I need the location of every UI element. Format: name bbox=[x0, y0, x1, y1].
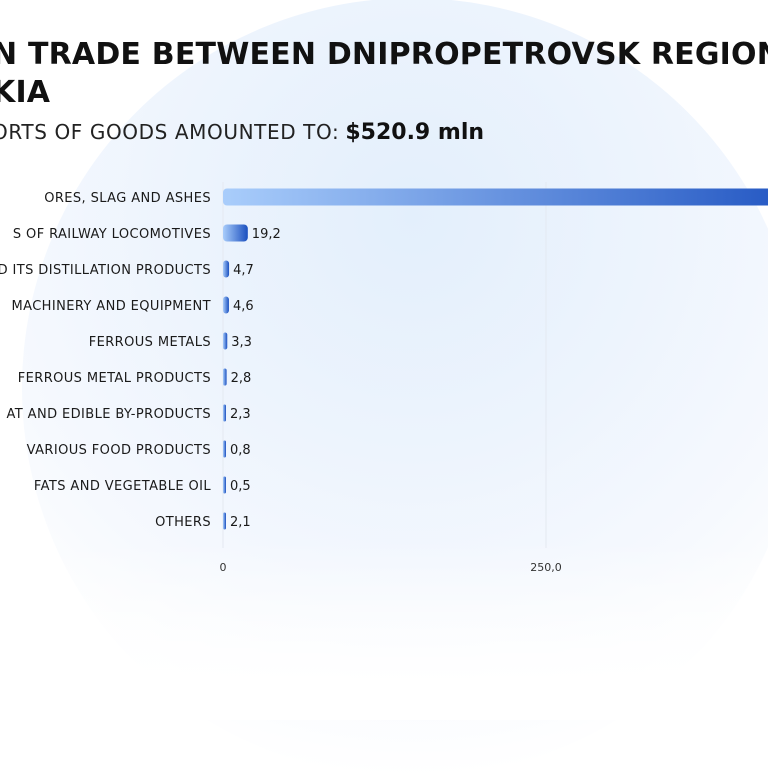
bar bbox=[223, 404, 226, 422]
category-label: FERROUS METALS bbox=[89, 335, 211, 350]
bar-chart: 0 250,0 ORES, SLAG AND ASHES S OF RAILWAY L… bbox=[0, 182, 768, 574]
bar-layer bbox=[223, 188, 768, 530]
category-label: AT AND EDIBLE BY-PRODUCTS bbox=[7, 407, 211, 422]
category-label: FERROUS METAL PRODUCTS bbox=[18, 371, 211, 386]
x-tick-label: 0 bbox=[220, 561, 227, 574]
value-label: 4,7 bbox=[233, 263, 254, 278]
label-layer: 0 250,0 ORES, SLAG AND ASHES S OF RAILWAY L… bbox=[0, 191, 562, 574]
x-tick-label: 250,0 bbox=[530, 561, 562, 574]
value-label: 0,5 bbox=[230, 479, 251, 494]
value-label: 2,3 bbox=[230, 407, 251, 422]
bar bbox=[223, 224, 248, 242]
category-label: OTHERS bbox=[155, 515, 211, 530]
category-label: MACHINERY AND EQUIPMENT bbox=[12, 299, 211, 314]
value-label: 2,1 bbox=[230, 515, 251, 530]
bar bbox=[223, 512, 226, 530]
bar bbox=[223, 332, 228, 350]
value-label: 2,8 bbox=[231, 371, 252, 386]
chart-subtitle: ORTS OF GOODS AMOUNTED TO: $520.9 mln bbox=[0, 120, 484, 145]
category-label: ORES, SLAG AND ASHES bbox=[44, 191, 211, 206]
bar bbox=[223, 368, 227, 386]
value-label: 0,8 bbox=[230, 443, 251, 458]
value-label: 3,3 bbox=[231, 335, 252, 350]
background-fade bbox=[0, 540, 768, 720]
subtitle-total: $520.9 mln bbox=[345, 120, 485, 145]
category-label: D ITS DISTILLATION PRODUCTS bbox=[0, 263, 211, 278]
bar bbox=[223, 188, 768, 206]
bar bbox=[223, 440, 226, 458]
chart-title: N TRADE BETWEEN DNIPROPETROVSK REGION KI… bbox=[0, 37, 768, 110]
subtitle-prefix: ORTS OF GOODS AMOUNTED TO: bbox=[0, 120, 340, 144]
bar bbox=[223, 260, 230, 278]
value-label: 4,6 bbox=[233, 299, 254, 314]
category-label: VARIOUS FOOD PRODUCTS bbox=[27, 443, 211, 458]
bar bbox=[223, 476, 226, 494]
value-label: 19,2 bbox=[252, 227, 281, 242]
category-label: FATS AND VEGETABLE OIL bbox=[34, 479, 211, 494]
bar bbox=[223, 296, 229, 314]
category-label: S OF RAILWAY LOCOMOTIVES bbox=[13, 227, 211, 242]
